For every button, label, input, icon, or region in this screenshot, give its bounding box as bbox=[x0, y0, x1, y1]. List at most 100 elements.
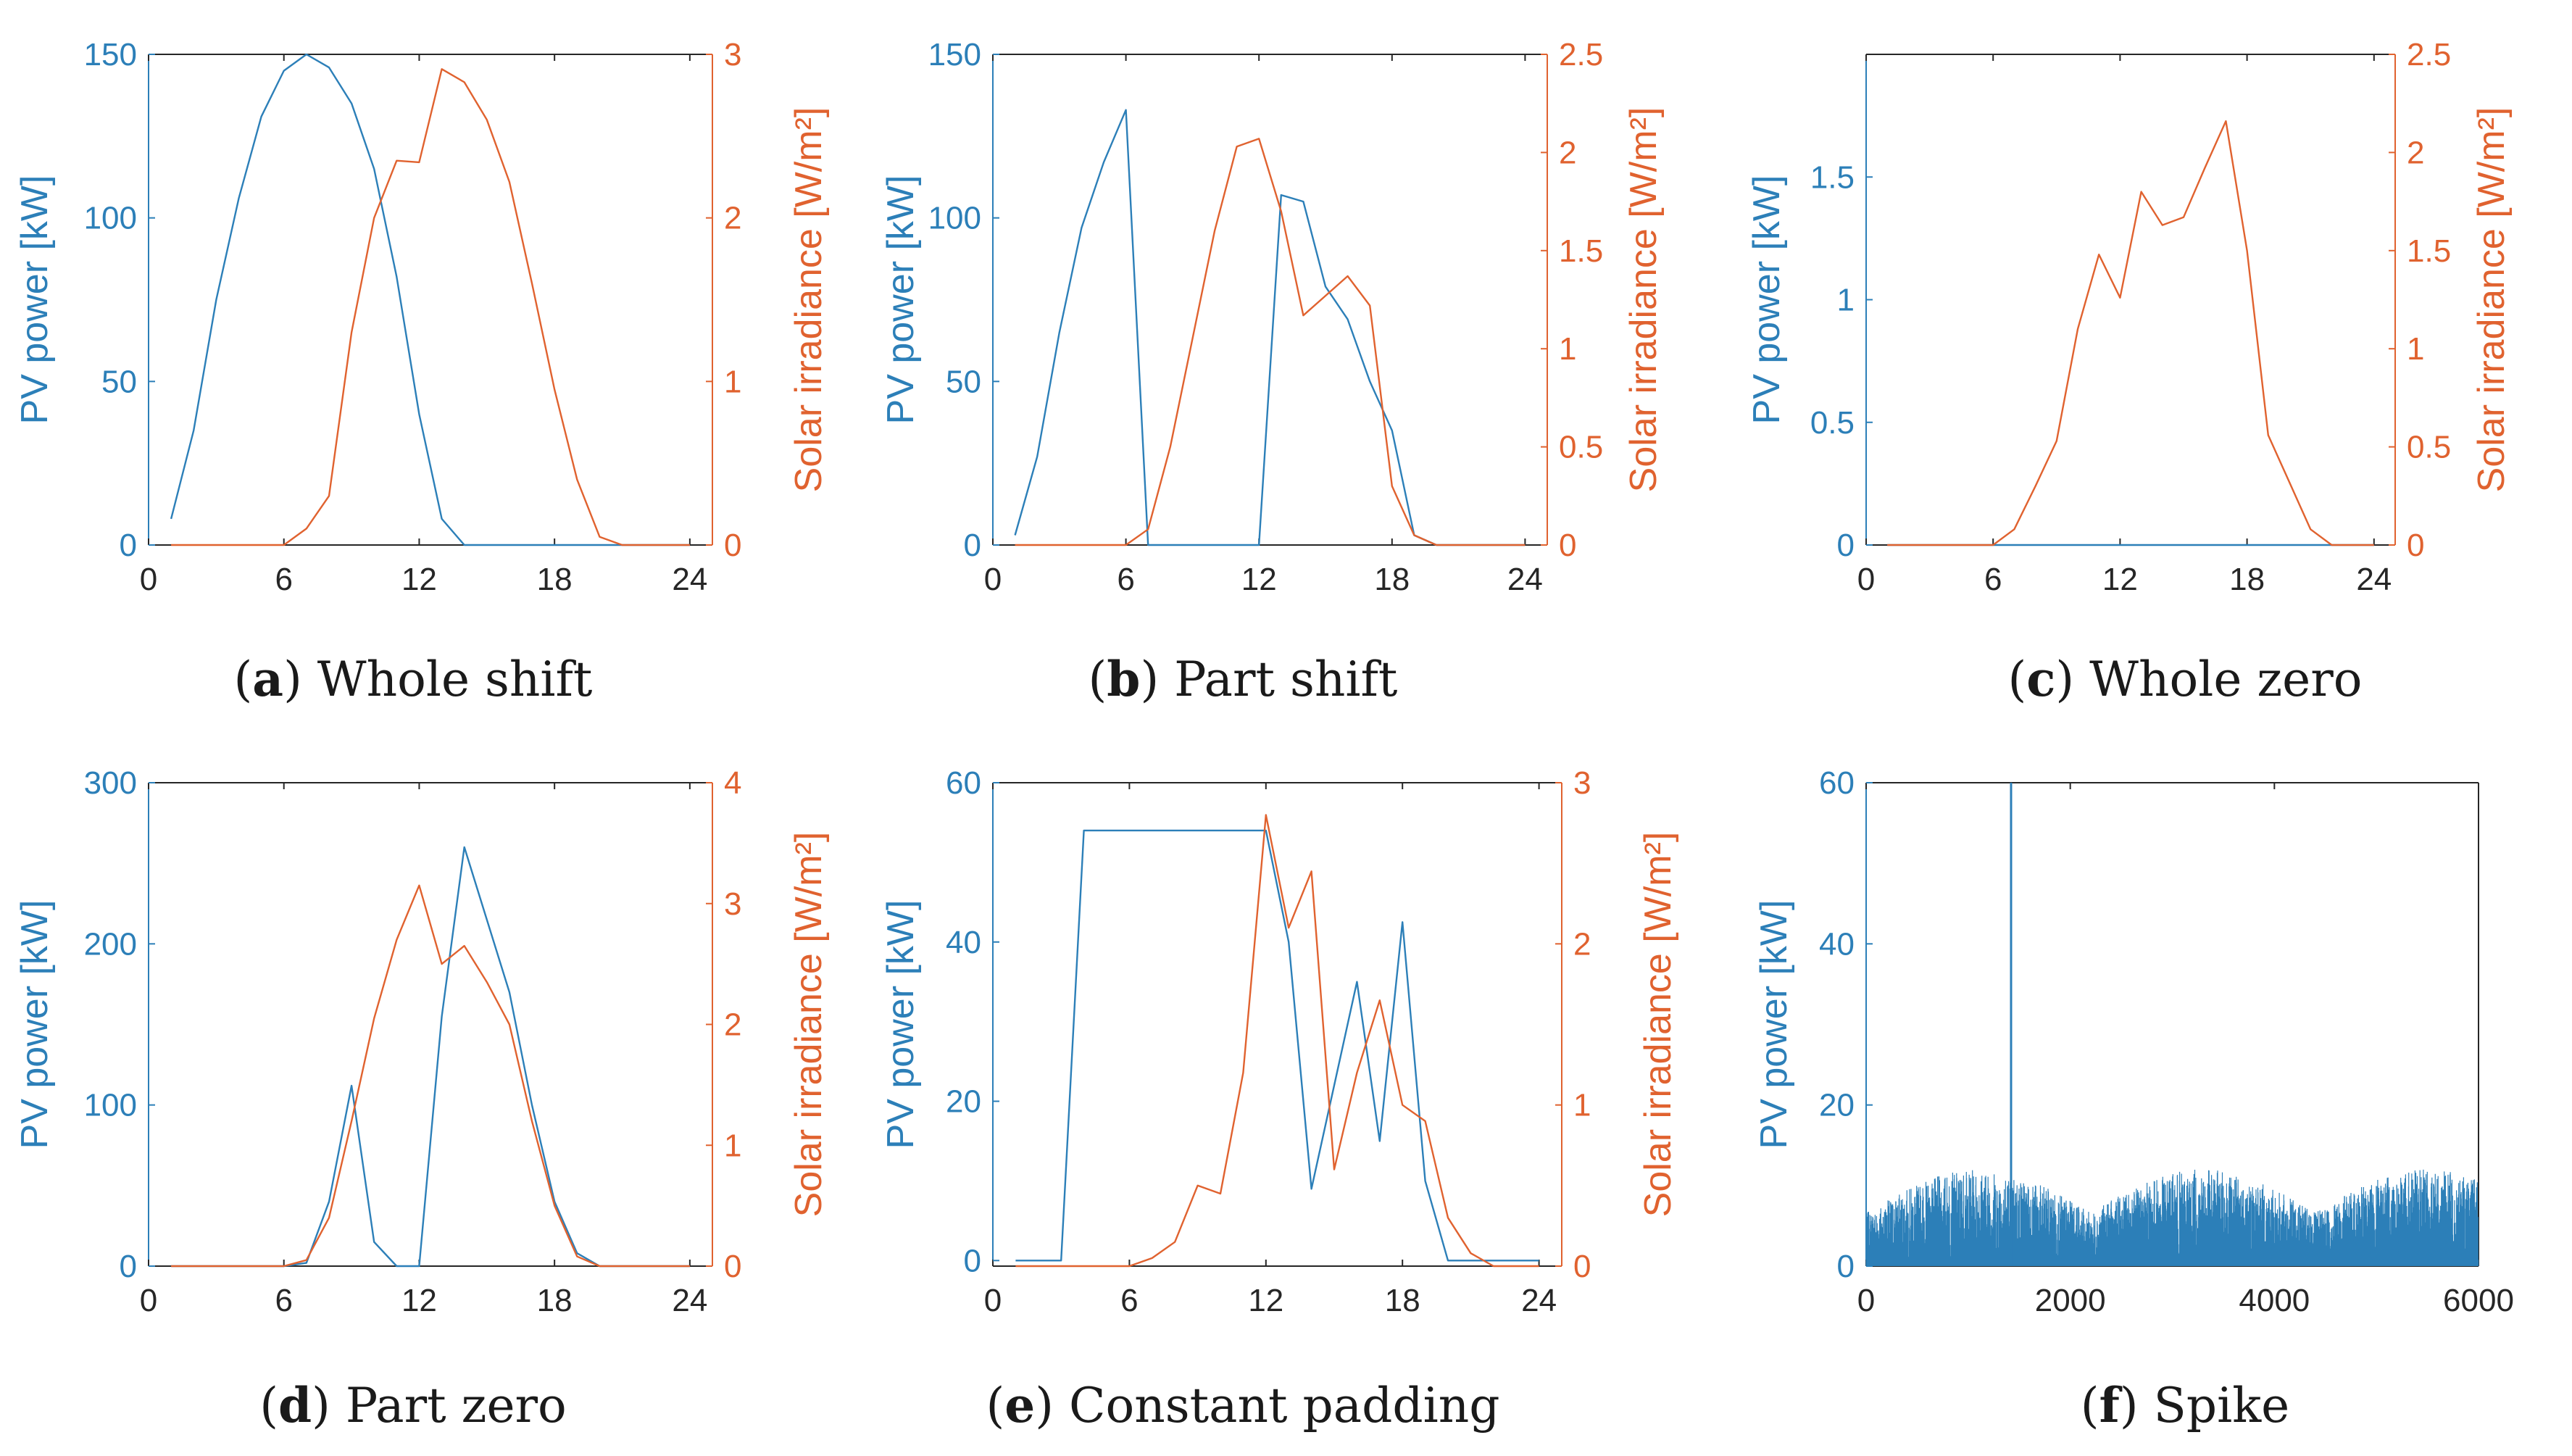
x-tick-label: 4000 bbox=[2239, 1283, 2310, 1318]
right-axis-label: Solar irradiance [W/m²] bbox=[1637, 832, 1679, 1218]
right-tick-label: 1 bbox=[724, 364, 741, 399]
left-tick-label: 50 bbox=[101, 364, 137, 399]
x-tick-label: 6 bbox=[1120, 1283, 1138, 1318]
right-tick-label: 1 bbox=[2407, 331, 2424, 367]
right-tick-label: 1 bbox=[1559, 331, 1576, 367]
x-tick-label: 0 bbox=[984, 562, 1002, 597]
left-axis-label: PV power [kW] bbox=[1746, 175, 1788, 425]
left-axis-label: PV power [kW] bbox=[14, 175, 56, 425]
right-axis-label: Solar irradiance [W/m²] bbox=[788, 832, 830, 1218]
pv-power-series bbox=[170, 53, 690, 546]
left-tick-label: 100 bbox=[84, 201, 137, 236]
x-tick-label: 6 bbox=[1984, 562, 2002, 597]
chart-f: 0 2000 4000 6000 0 20 40 60 PV power [kW] bbox=[1753, 765, 2514, 1318]
x-tick-label: 12 bbox=[2102, 562, 2138, 597]
left-tick-label: 40 bbox=[946, 925, 981, 960]
x-tick-label: 24 bbox=[672, 562, 707, 597]
left-tick-label: 0 bbox=[1837, 528, 1855, 563]
left-tick-label: 20 bbox=[1819, 1088, 1855, 1123]
right-tick-label: 3 bbox=[1573, 765, 1591, 801]
caption-c: (c) Whole zero bbox=[2007, 651, 2363, 707]
solar-irradiance-series bbox=[171, 68, 690, 546]
left-tick-label: 100 bbox=[928, 201, 981, 236]
right-tick-label: 0.5 bbox=[2407, 430, 2451, 465]
right-tick-label: 2.5 bbox=[1559, 37, 1603, 72]
x-tick-label: 0 bbox=[984, 1283, 1002, 1318]
right-tick-label: 2 bbox=[724, 201, 741, 236]
right-axis-label: Solar irradiance [W/m²] bbox=[1623, 107, 1665, 493]
right-tick-label: 2.5 bbox=[2407, 37, 2451, 72]
left-tick-label: 20 bbox=[946, 1084, 981, 1120]
right-tick-label: 3 bbox=[724, 886, 741, 922]
right-tick-label: 0 bbox=[1573, 1249, 1591, 1284]
pv-power-series bbox=[1015, 829, 1539, 1262]
x-tick-label: 12 bbox=[401, 1283, 437, 1318]
pv-noise-series bbox=[1865, 1169, 2479, 1266]
left-tick-label: 0 bbox=[120, 528, 137, 563]
x-tick-label: 0 bbox=[1857, 562, 1875, 597]
left-axis-label: PV power [kW] bbox=[1753, 900, 1795, 1149]
x-tick-label: 0 bbox=[140, 562, 157, 597]
right-tick-label: 2 bbox=[724, 1007, 741, 1043]
right-axis-label: Solar irradiance [W/m²] bbox=[2471, 107, 2513, 493]
right-tick-label: 0 bbox=[1559, 528, 1576, 563]
left-axis-label: PV power [kW] bbox=[14, 900, 56, 1149]
x-tick-label: 12 bbox=[401, 562, 437, 597]
left-tick-label: 0 bbox=[964, 1243, 981, 1278]
x-tick-label: 0 bbox=[140, 1283, 157, 1318]
left-tick-label: 1 bbox=[1837, 283, 1855, 318]
caption-d: (d) Part zero bbox=[259, 1377, 567, 1434]
right-tick-label: 1 bbox=[1573, 1088, 1591, 1123]
left-tick-label: 60 bbox=[946, 765, 981, 801]
x-tick-label: 0 bbox=[1857, 1283, 1875, 1318]
right-tick-label: 1 bbox=[724, 1128, 741, 1163]
x-tick-label: 6 bbox=[1117, 562, 1134, 597]
left-tick-label: 150 bbox=[84, 37, 137, 72]
right-tick-label: 2 bbox=[2407, 135, 2424, 170]
x-tick-label: 24 bbox=[672, 1283, 707, 1318]
left-tick-label: 40 bbox=[1819, 926, 1855, 962]
x-tick-label: 12 bbox=[1241, 562, 1277, 597]
x-tick-label: 6000 bbox=[2443, 1283, 2514, 1318]
x-tick-label: 12 bbox=[1248, 1283, 1283, 1318]
caption-b: (b) Part shift bbox=[1088, 651, 1398, 707]
solar-irradiance-series bbox=[1015, 138, 1526, 546]
right-tick-label: 1.5 bbox=[1559, 233, 1603, 269]
left-tick-label: 1.5 bbox=[1810, 159, 1855, 195]
left-tick-label: 60 bbox=[1819, 765, 1855, 801]
right-tick-label: 0 bbox=[724, 1249, 741, 1284]
left-axis-label: PV power [kW] bbox=[880, 900, 922, 1149]
chart-b: 0 6 12 18 24 0 50 100 150 PV power [kW] 0 0.5 1 1.5 2 2… bbox=[880, 37, 1665, 597]
x-tick-label: 18 bbox=[537, 562, 573, 597]
x-tick-label: 24 bbox=[1521, 1283, 1557, 1318]
right-tick-label: 0 bbox=[2407, 528, 2424, 563]
x-tick-label: 24 bbox=[2356, 562, 2392, 597]
pv-power-series bbox=[171, 846, 690, 1268]
caption-f: (f) Spike bbox=[2080, 1377, 2290, 1434]
left-tick-label: 0 bbox=[964, 528, 981, 563]
x-tick-label: 24 bbox=[1507, 562, 1543, 597]
solar-irradiance-series bbox=[1015, 814, 1539, 1268]
x-tick-label: 6 bbox=[275, 1283, 292, 1318]
right-tick-label: 3 bbox=[724, 37, 741, 72]
left-tick-label: 0 bbox=[1837, 1249, 1855, 1284]
left-tick-label: 200 bbox=[84, 926, 137, 962]
solar-irradiance-series bbox=[171, 884, 690, 1268]
x-tick-label: 18 bbox=[1374, 562, 1410, 597]
x-tick-label: 18 bbox=[1385, 1283, 1420, 1318]
caption-a: (a) Whole shift bbox=[233, 651, 593, 707]
right-tick-label: 2 bbox=[1573, 926, 1591, 962]
right-tick-label: 4 bbox=[724, 765, 741, 801]
right-tick-label: 0.5 bbox=[1559, 430, 1603, 465]
left-tick-label: 0.5 bbox=[1810, 405, 1855, 441]
x-tick-label: 2000 bbox=[2035, 1283, 2106, 1318]
chart-c: 0 6 12 18 24 0 0.5 1 1.5 PV power [kW] 0 0.5 1 1.5 2 2.… bbox=[1746, 37, 2513, 597]
left-tick-label: 300 bbox=[84, 765, 137, 801]
left-tick-label: 150 bbox=[928, 37, 981, 72]
caption-e: (e) Constant padding bbox=[986, 1377, 1500, 1434]
left-tick-label: 50 bbox=[946, 364, 981, 399]
right-tick-label: 1.5 bbox=[2407, 233, 2451, 269]
x-tick-label: 6 bbox=[275, 562, 292, 597]
